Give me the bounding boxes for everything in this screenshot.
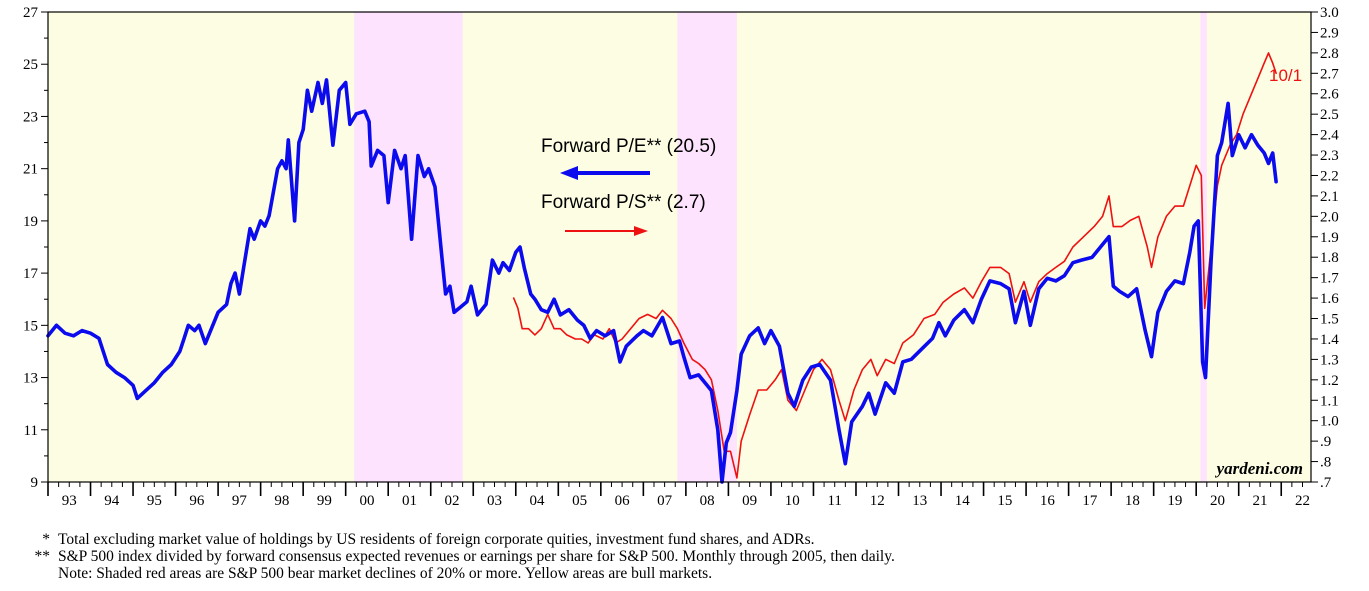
- forward-ps-line: [512, 52, 1277, 479]
- right-axis-tick-label: 1.1: [1320, 393, 1339, 409]
- x-axis-tick-label: 06: [615, 493, 631, 509]
- right-y-axis: .7 .8 .9 1.0 1.1 1.2 1.3 1.4 1.5 1.6 1.7 1.8 1.9 2.0 2…: [1311, 5, 1339, 491]
- left-y-axis: 9 11 13 15 17 19 21 23 25 27: [23, 5, 48, 491]
- x-axis-tick-label: 03: [487, 493, 502, 509]
- series-layer: [46, 52, 1278, 484]
- footnote-2: ** S&P 500 index divided by forward conse…: [30, 548, 895, 565]
- x-axis-tick-label: 02: [444, 493, 459, 509]
- right-axis-tick-label: 1.4: [1320, 332, 1339, 348]
- x-axis-tick-label: 01: [402, 493, 417, 509]
- x-axis-tick-label: 96: [189, 493, 205, 509]
- right-axis-tick-label: 1.6: [1320, 291, 1339, 307]
- background-shading: [48, 12, 1311, 482]
- right-axis-tick-label: .9: [1320, 434, 1331, 450]
- right-axis-tick-label: 2.8: [1320, 46, 1339, 62]
- left-axis-tick-label: 17: [23, 266, 39, 282]
- x-axis: 93 94 95 96 97 98 99 00 01 02 03 04 05 06 07 08 09 10 11 12…: [47, 482, 1310, 509]
- bear-market-band-2: [677, 12, 737, 482]
- footnote-mark: [30, 565, 58, 582]
- right-axis-tick-label: 2.9: [1320, 25, 1339, 41]
- right-axis-tick-label: .7: [1320, 475, 1332, 491]
- right-axis-tick-label: 2.5: [1320, 107, 1339, 123]
- footnote-text: Note: Shaded red areas are S&P 500 bear …: [58, 565, 713, 582]
- left-axis-tick-label: 9: [31, 475, 39, 491]
- x-axis-tick-label: 11: [827, 493, 841, 509]
- legend-pe-label: Forward P/E** (20.5): [541, 136, 716, 157]
- right-axis-tick-label: 1.0: [1320, 414, 1339, 430]
- right-axis-tick-label: 1.7: [1320, 271, 1339, 287]
- chart: 9 11 13 15 17 19 21 23 25 27 .7 .8 .9 1.0 1.1 1.2 1.3 1.…: [23, 5, 1339, 509]
- x-axis-tick-label: 00: [359, 493, 374, 509]
- right-axis-tick-label: 1.3: [1320, 352, 1339, 368]
- footnote-mark: **: [34, 548, 51, 565]
- left-axis-tick-label: 27: [23, 5, 39, 21]
- x-axis-tick-label: 99: [317, 493, 332, 509]
- legend-ps-arrowhead: [634, 226, 648, 236]
- x-axis-tick-label: 22: [1295, 493, 1310, 509]
- bear-market-band-1: [354, 12, 463, 482]
- x-axis-tick-label: 12: [870, 493, 885, 509]
- x-axis-tick-label: 18: [1125, 493, 1140, 509]
- left-axis-tick-label: 11: [24, 423, 38, 439]
- right-axis-tick-label: 2.4: [1320, 128, 1339, 144]
- x-axis-tick-label: 19: [1167, 493, 1182, 509]
- left-axis-tick-label: 21: [23, 162, 38, 178]
- x-axis-tick-label: 16: [1040, 493, 1056, 509]
- x-axis-tick-label: 17: [1082, 493, 1098, 509]
- legend-pe-arrowhead: [560, 166, 578, 180]
- x-axis-tick-label: 98: [274, 493, 289, 509]
- right-axis-tick-label: 2.3: [1320, 148, 1339, 164]
- right-axis-tick-label: .8: [1320, 455, 1331, 471]
- footnote-mark: *: [42, 531, 50, 548]
- footnotes: * Total excluding market value of holding…: [30, 531, 895, 582]
- x-axis-tick-label: 93: [62, 493, 77, 509]
- right-axis-tick-label: 1.9: [1320, 230, 1339, 246]
- left-axis-tick-label: 23: [23, 109, 38, 125]
- left-axis-tick-label: 19: [23, 214, 38, 230]
- right-axis-tick-label: 2.7: [1320, 66, 1339, 82]
- footnote-text: Total excluding market value of holdings…: [58, 531, 815, 548]
- legend-ps-label: Forward P/S** (2.7): [541, 192, 706, 213]
- left-axis-tick-label: 13: [23, 371, 38, 387]
- right-axis-tick-label: 2.0: [1320, 209, 1339, 225]
- watermark: yardeni.com: [1215, 459, 1303, 478]
- x-axis-tick-label: 05: [572, 493, 587, 509]
- right-axis-tick-label: 2.6: [1320, 87, 1339, 103]
- legend: Forward P/E** (20.5) Forward P/S** (2.7): [541, 136, 716, 236]
- right-axis-tick-label: 2.1: [1320, 189, 1339, 205]
- x-axis-tick-label: 13: [912, 493, 927, 509]
- x-axis-tick-label: 95: [147, 493, 162, 509]
- x-axis-tick-label: 14: [955, 493, 971, 509]
- footnote-3: Note: Shaded red areas are S&P 500 bear …: [30, 565, 895, 582]
- x-axis-tick-label: 97: [232, 493, 248, 509]
- x-axis-tick-label: 15: [997, 493, 1012, 509]
- x-axis-tick-label: 10: [785, 493, 800, 509]
- footnote-text: S&P 500 index divided by forward consens…: [58, 548, 895, 565]
- forward-pe-line: [46, 78, 1278, 484]
- left-axis-tick-label: 25: [23, 57, 38, 73]
- x-axis-tick-label: 20: [1210, 493, 1225, 509]
- right-axis-tick-label: 1.2: [1320, 373, 1339, 389]
- x-axis-tick-label: 07: [657, 493, 673, 509]
- x-axis-tick-label: 94: [104, 493, 120, 509]
- right-axis-tick-label: 1.8: [1320, 250, 1339, 266]
- x-axis-tick-label: 04: [530, 493, 546, 509]
- right-axis-tick-label: 2.2: [1320, 168, 1339, 184]
- left-axis-tick-label: 15: [23, 318, 38, 334]
- footnote-1: * Total excluding market value of holding…: [30, 531, 895, 548]
- x-axis-tick-label: 21: [1252, 493, 1267, 509]
- right-axis-tick-label: 3.0: [1320, 5, 1339, 21]
- right-axis-tick-label: 1.5: [1320, 312, 1339, 328]
- x-axis-tick-label: 08: [700, 493, 715, 509]
- x-axis-tick-label: 09: [742, 493, 757, 509]
- end-date-label: 10/1: [1269, 66, 1302, 85]
